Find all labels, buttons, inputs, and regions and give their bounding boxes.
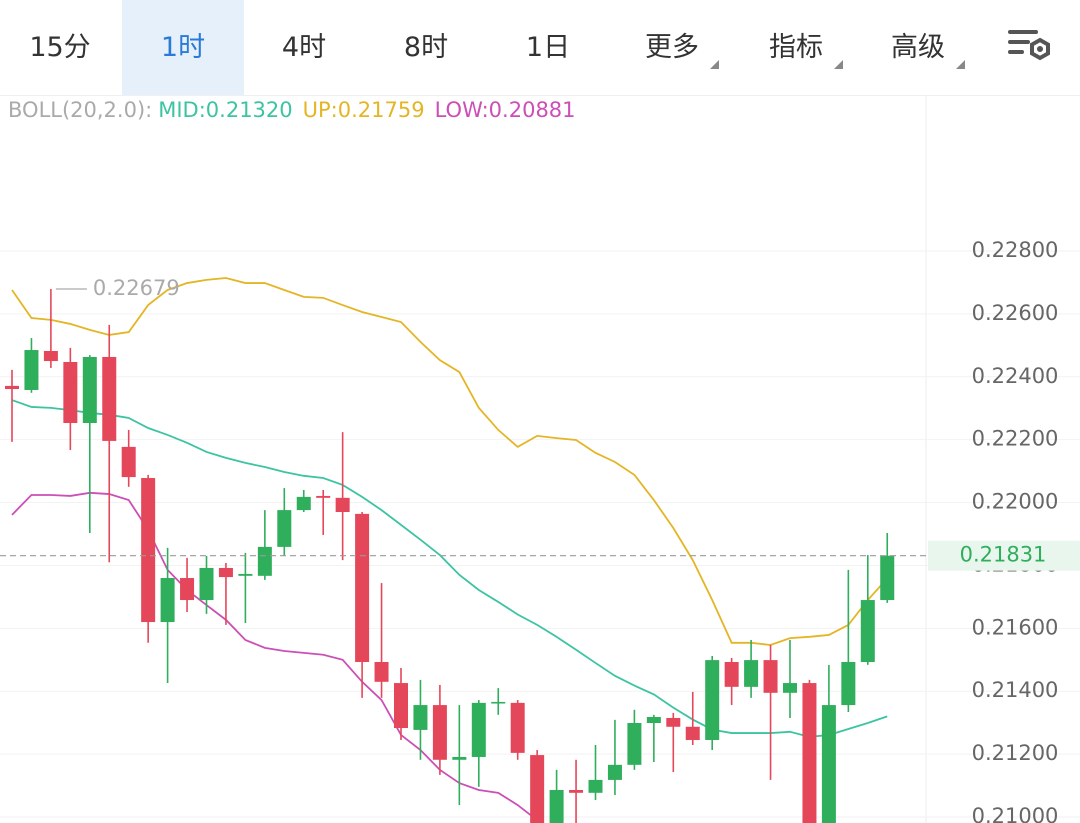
candle-body <box>296 496 311 511</box>
candle-body <box>705 660 720 740</box>
candle-body <box>471 702 486 757</box>
boll-legend: BOLL(20,2.0): MID:0.21320 UP:0.21759 LOW:0.… <box>8 98 576 122</box>
tab[interactable]: 1时 <box>122 0 244 95</box>
candle-body <box>355 513 370 662</box>
candle-body <box>530 755 545 823</box>
dropdown-indicator <box>710 60 719 69</box>
candle-body <box>646 717 661 723</box>
plot-area: 0.22679 <box>0 276 926 823</box>
candle-body <box>432 705 447 760</box>
y-tick-label: 0.21200 <box>972 741 1059 765</box>
timeframe-tabs: 15分 1时 4时 8时 1日 更多 指标 高级 <box>0 0 1080 96</box>
candle-body <box>102 356 117 441</box>
candle-body <box>141 478 156 623</box>
last-price-box <box>928 540 1080 571</box>
tab[interactable]: 指标 <box>769 32 823 63</box>
y-axis: 0.22800 0.22600 0.22400 0.22200 0.22000 0.218… <box>928 238 1080 823</box>
candle-body <box>82 356 97 423</box>
candle-body <box>63 361 78 423</box>
candle-body <box>218 567 233 578</box>
candle-body <box>860 600 875 662</box>
dropdown-indicator <box>956 60 965 69</box>
grid <box>0 250 1080 818</box>
legend-entry: LOW:0.20881 <box>435 98 576 122</box>
dropdown-indicator <box>834 60 843 69</box>
tab[interactable]: 1日 <box>525 32 571 63</box>
candle-body <box>821 705 836 823</box>
tab[interactable]: 高级 <box>891 32 945 63</box>
last-price-label: 0.21831 <box>960 543 1047 567</box>
candle-body <box>802 683 817 823</box>
legend-entry: MID:0.21320 <box>158 98 292 122</box>
candle-body <box>24 350 39 390</box>
candle-body <box>121 446 136 478</box>
candle-body <box>588 779 603 793</box>
candle-body <box>880 555 895 601</box>
candle-body <box>685 726 700 740</box>
max-annotation-label: 0.22679 <box>93 276 180 300</box>
candle-body <box>277 510 292 547</box>
y-tick-label: 0.22800 <box>972 238 1059 262</box>
candle-body <box>763 660 778 693</box>
tab[interactable]: 更多 <box>645 32 699 63</box>
candle-body <box>238 573 253 576</box>
candle-body <box>841 661 856 706</box>
candle-body <box>316 495 331 498</box>
tab[interactable]: 15分 <box>29 32 91 63</box>
candle-body <box>180 578 195 601</box>
candle-body <box>607 764 622 780</box>
settings-icon[interactable] <box>1002 20 1062 80</box>
y-tick-label: 0.22400 <box>972 364 1059 388</box>
y-tick-label: 0.21600 <box>972 615 1059 639</box>
candle-body <box>394 683 408 729</box>
y-tick-label: 0.21000 <box>972 804 1059 823</box>
candle-body <box>374 661 389 682</box>
tab[interactable]: 8时 <box>403 32 449 63</box>
candle-body <box>724 661 739 687</box>
candle-body <box>5 385 19 390</box>
candle-body <box>510 702 525 753</box>
candle-body <box>491 701 506 704</box>
boll-line <box>11 277 888 646</box>
candle-body <box>569 789 584 793</box>
y-tick-label: 0.22000 <box>972 490 1059 514</box>
candle-body <box>452 756 467 760</box>
tab[interactable]: 4时 <box>281 32 327 63</box>
candle-body <box>413 705 428 730</box>
candle-body <box>257 546 272 576</box>
legend-entry: UP:0.21759 <box>303 98 425 122</box>
candle-body <box>627 722 642 765</box>
candle-body <box>783 683 797 693</box>
candle-body <box>744 660 759 687</box>
y-tick-label: 0.21400 <box>972 678 1059 702</box>
candle-body <box>160 578 175 623</box>
candle-body <box>199 567 214 601</box>
boll-line <box>11 399 888 738</box>
candle-body <box>335 497 350 512</box>
candle-body <box>549 789 564 823</box>
candle-body <box>666 717 681 727</box>
y-tick-label: 0.22200 <box>972 427 1059 451</box>
candle-body <box>43 350 58 362</box>
y-tick-label: 0.22600 <box>972 301 1059 325</box>
legend-title: BOLL(20,2.0): <box>8 98 152 122</box>
